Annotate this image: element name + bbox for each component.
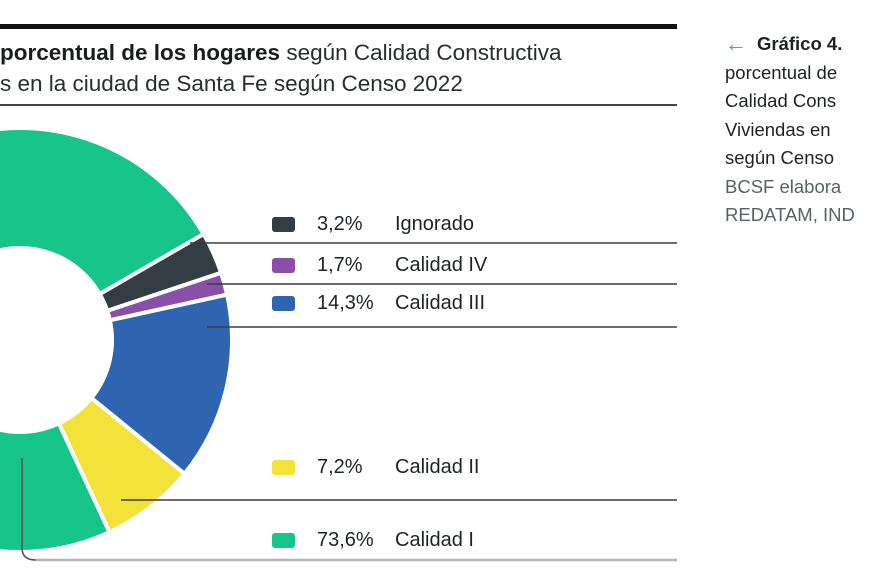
legend-swatch xyxy=(272,295,295,311)
legend-label: Calidad I xyxy=(395,528,474,551)
donut-slices xyxy=(0,126,234,554)
donut-slice-calidad-i xyxy=(0,126,207,554)
legend-percent: 1,7% xyxy=(317,253,363,276)
chart-title: porcentual de los hogares según Calidad … xyxy=(0,37,680,99)
arrow-left-icon: ← xyxy=(725,31,747,57)
legend-percent: 14,3% xyxy=(317,291,374,314)
caption-line: porcentual de xyxy=(725,61,838,83)
legend-percent: 73,6% xyxy=(317,528,374,551)
legend-swatch xyxy=(272,216,295,232)
legend-label: Ignorado xyxy=(395,212,474,235)
legend-item-calidad-ii: 7,2% Calidad II xyxy=(272,454,480,480)
chart-title-line-1: porcentual de los hogares según Calidad … xyxy=(0,37,680,68)
figure-number: Gráfico 4. xyxy=(757,33,843,54)
top-rule xyxy=(0,24,677,29)
leader-line-calidad-i xyxy=(21,458,677,561)
source-line: BCSF elabora xyxy=(725,175,842,197)
leader-lines xyxy=(21,242,677,561)
legend-item-calidad-iv: 1,7% Calidad IV xyxy=(272,252,487,278)
legend-percent: 3,2% xyxy=(317,212,363,235)
legend-label: Calidad II xyxy=(395,455,480,478)
side-caption: ← Gráfico 4. porcentual de Calidad Cons … xyxy=(725,30,870,230)
donut-slice-calidad-iii xyxy=(88,292,234,477)
legend-item-calidad-i: 73,6% Calidad I xyxy=(272,527,474,553)
chart-title-bold: porcentual de los hogares xyxy=(0,40,281,65)
side-caption-heading: ← Gráfico 4. xyxy=(725,30,870,59)
source-line: REDATAM, IND xyxy=(725,204,855,225)
legend-label: Calidad IV xyxy=(395,253,488,276)
chart-title-line-2: s en la ciudad de Santa Fe según Censo 2… xyxy=(0,71,463,96)
legend-swatch xyxy=(272,532,295,548)
legend-percent: 7,2% xyxy=(317,455,363,478)
title-rule xyxy=(0,104,677,106)
caption-line: Calidad Cons xyxy=(725,90,837,111)
legend-swatch xyxy=(272,257,295,273)
legend-label: Calidad III xyxy=(395,291,486,314)
caption-line: según Censo xyxy=(725,147,835,168)
legend-swatch xyxy=(272,459,295,475)
caption-line: Viviendas en xyxy=(725,118,831,140)
chart-title-rest: según Calidad Constructiva xyxy=(280,40,562,65)
legend-item-calidad-iii: 14,3% Calidad III xyxy=(272,290,485,316)
legend-item-ignorado: 3,2% Ignorado xyxy=(272,211,474,237)
